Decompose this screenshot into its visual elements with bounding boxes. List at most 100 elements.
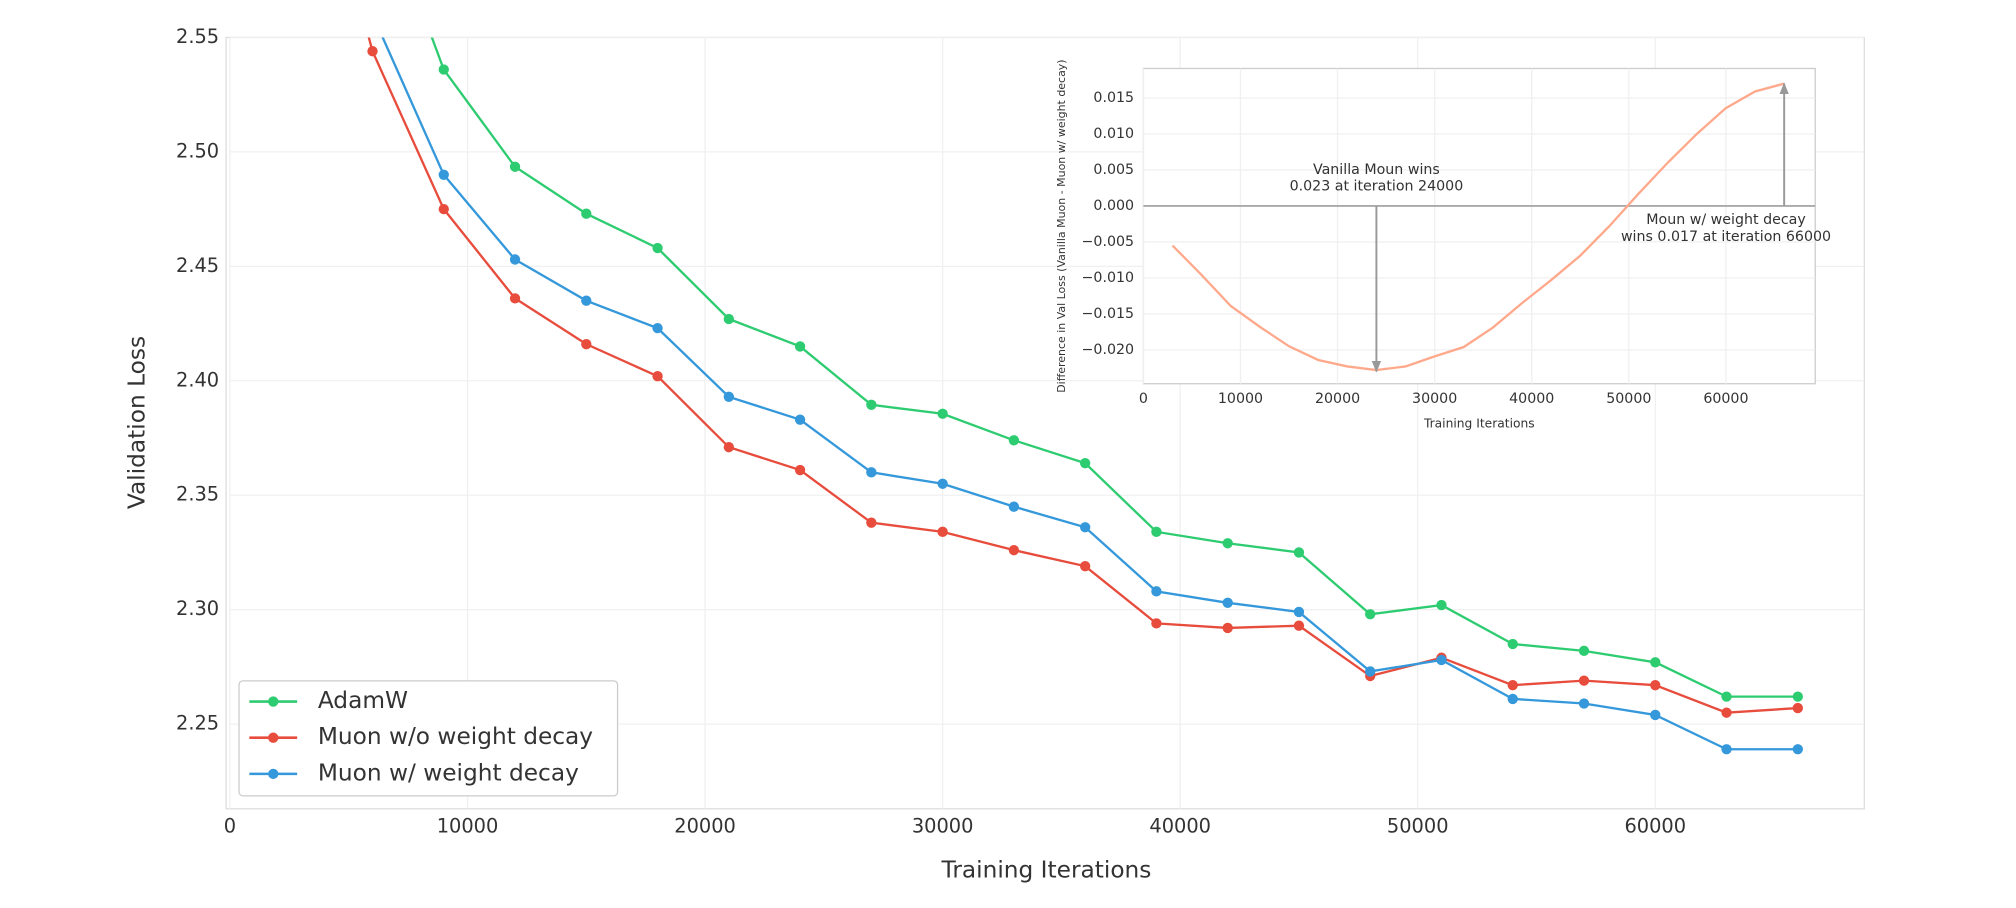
- y-tick-label: 2.50: [176, 139, 219, 162]
- data-point: [937, 526, 948, 538]
- data-point: [1507, 638, 1518, 650]
- data-point: [509, 161, 521, 172]
- legend-swatch: [268, 768, 279, 780]
- data-point: [937, 478, 948, 489]
- data-point: [1079, 458, 1091, 469]
- legend-swatch: [268, 696, 279, 707]
- inset-y-label: Difference in Val Loss (Vanilla Muon - M…: [1055, 59, 1068, 392]
- x-tick-label: 20000: [674, 814, 736, 837]
- data-point: [1507, 693, 1518, 705]
- y-tick-label: −0.015: [1082, 306, 1135, 322]
- annotation-text: Moun w/ weight decay: [1646, 212, 1805, 228]
- legend-label: AdamW: [318, 687, 408, 714]
- data-point: [509, 254, 521, 265]
- data-point: [438, 64, 449, 75]
- y-tick-label: 2.45: [176, 254, 219, 277]
- y-tick-label: −0.005: [1082, 234, 1135, 250]
- x-axis-label: Training Iterations: [941, 856, 1152, 883]
- x-tick-label: 40000: [1149, 814, 1211, 837]
- data-point: [937, 408, 948, 419]
- legend-label: Muon w/o weight decay: [318, 723, 593, 750]
- data-point: [1792, 744, 1803, 755]
- annotation-text: Vanilla Moun wins: [1313, 162, 1440, 178]
- data-point: [1792, 702, 1803, 714]
- data-point: [1365, 609, 1376, 620]
- annotation-text: wins 0.017 at iteration 66000: [1621, 229, 1831, 245]
- y-tick-label: 0.000: [1093, 198, 1134, 214]
- data-point: [1151, 618, 1162, 629]
- data-point: [438, 203, 449, 215]
- data-point: [1721, 707, 1732, 718]
- inset-area: [1142, 67, 1816, 385]
- data-point: [1650, 680, 1661, 691]
- data-point: [1151, 586, 1162, 597]
- series-line: [381, 37, 1798, 751]
- data-point: [652, 371, 663, 382]
- series-line: [1171, 82, 1785, 372]
- data-point: [1721, 744, 1732, 755]
- data-point: [866, 467, 877, 478]
- data-point: [1578, 698, 1590, 709]
- y-tick-label: 2.35: [176, 483, 219, 506]
- series-line: [430, 37, 1798, 698]
- data-point: [1721, 691, 1732, 702]
- data-point: [1578, 645, 1590, 657]
- y-tick-label: 2.55: [176, 25, 219, 48]
- inset-x-label: Training Iterations: [1423, 416, 1535, 430]
- x-tick-label: 0: [224, 814, 236, 837]
- data-point: [1650, 657, 1661, 668]
- x-tick-label: 0: [1139, 391, 1148, 407]
- data-point: [1578, 675, 1590, 686]
- data-point: [1222, 538, 1233, 549]
- data-point: [1079, 561, 1091, 572]
- data-point: [367, 46, 378, 57]
- x-tick-label: 10000: [1218, 391, 1263, 407]
- data-point: [1365, 666, 1376, 677]
- data-point: [367, 9, 377, 19]
- data-point: [652, 322, 663, 334]
- data-point: [723, 441, 734, 453]
- data-point: [1008, 435, 1020, 446]
- data-point: [866, 517, 877, 528]
- data-point: [1151, 526, 1162, 538]
- data-point: [1650, 709, 1661, 721]
- data-point: [1792, 691, 1803, 702]
- data-point: [1293, 620, 1305, 631]
- data-point: [581, 208, 592, 219]
- data-point: [1436, 599, 1447, 611]
- data-point: [509, 293, 521, 304]
- legend: [238, 680, 619, 797]
- annotation-text: 0.023 at iteration 24000: [1290, 179, 1464, 195]
- legend-swatch: [268, 732, 279, 743]
- series-line: [367, 37, 1798, 714]
- data-point: [723, 313, 734, 325]
- data-point: [1222, 622, 1233, 634]
- data-point: [866, 399, 877, 410]
- y-tick-label: 0.005: [1093, 162, 1134, 178]
- y-tick-label: 2.30: [176, 597, 219, 620]
- data-point: [1507, 680, 1518, 691]
- y-tick-label: 0.010: [1093, 126, 1134, 142]
- data-point: [652, 242, 663, 254]
- x-tick-label: 20000: [1315, 391, 1360, 407]
- data-point: [1293, 606, 1305, 618]
- x-tick-label: 50000: [1606, 391, 1651, 407]
- x-tick-label: 60000: [1624, 814, 1686, 837]
- data-point: [1436, 654, 1447, 666]
- y-tick-label: −0.020: [1082, 342, 1135, 358]
- data-point: [1008, 544, 1020, 556]
- x-tick-label: 30000: [912, 814, 974, 837]
- y-tick-label: −0.010: [1082, 270, 1135, 286]
- data-point: [1008, 501, 1020, 512]
- y-tick-label: 2.25: [176, 712, 219, 735]
- data-point: [438, 169, 449, 180]
- data-point: [1222, 597, 1233, 608]
- y-axis-label: Validation Loss: [124, 336, 151, 509]
- data-point: [723, 391, 734, 402]
- y-tick-label: 2.40: [176, 368, 219, 391]
- data-point: [794, 341, 806, 352]
- x-tick-label: 60000: [1703, 391, 1748, 407]
- data-point: [1293, 547, 1305, 558]
- data-point: [794, 414, 806, 425]
